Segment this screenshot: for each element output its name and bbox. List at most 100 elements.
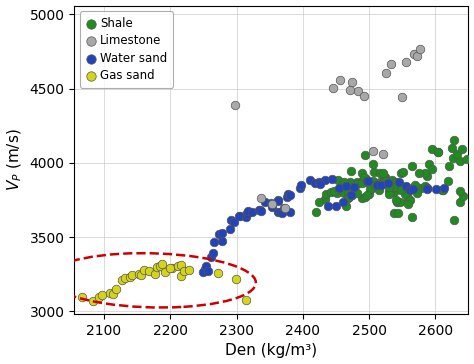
Shale [449, 155, 457, 161]
Gas sand [158, 261, 165, 266]
Shale [345, 194, 353, 200]
Water sand [364, 178, 372, 183]
Limestone [348, 79, 356, 85]
Water sand [245, 208, 252, 214]
Water sand [237, 213, 244, 219]
Shale [425, 161, 432, 167]
Gas sand [177, 273, 184, 279]
Water sand [201, 266, 209, 272]
Shale [368, 185, 376, 191]
Water sand [374, 182, 381, 187]
Shale [406, 197, 413, 203]
Water sand [410, 186, 417, 191]
Water sand [342, 183, 350, 189]
Gas sand [215, 270, 222, 276]
Gas sand [154, 264, 161, 270]
Water sand [395, 179, 402, 185]
Water sand [316, 181, 324, 187]
Shale [450, 217, 458, 223]
Water sand [347, 192, 355, 198]
Shale [315, 199, 323, 205]
Gas sand [106, 290, 114, 296]
Water sand [440, 185, 447, 190]
Water sand [219, 230, 226, 236]
Shale [366, 186, 374, 192]
Gas sand [140, 267, 147, 273]
Shale [376, 182, 384, 188]
Water sand [377, 182, 385, 188]
Water sand [297, 182, 305, 188]
Water sand [248, 210, 256, 215]
Shale [359, 177, 367, 183]
Shale [381, 174, 389, 180]
Water sand [315, 179, 322, 185]
Shale [445, 178, 452, 184]
Shale [347, 168, 355, 174]
Water sand [256, 207, 264, 213]
Limestone [379, 151, 386, 157]
Water sand [216, 231, 223, 237]
Gas sand [151, 271, 158, 277]
Shale [372, 182, 379, 187]
Shale [376, 183, 384, 189]
Shale [348, 192, 356, 198]
Limestone [231, 102, 238, 108]
Water sand [204, 268, 212, 273]
Shale [370, 169, 378, 175]
Shale [365, 191, 373, 197]
Shale [450, 137, 457, 143]
Limestone [257, 195, 265, 201]
Shale [370, 178, 377, 184]
Water sand [199, 269, 206, 274]
Limestone [337, 78, 344, 83]
Shale [358, 195, 365, 201]
Shale [392, 198, 400, 203]
Water sand [286, 192, 293, 198]
Water sand [423, 185, 430, 191]
Water sand [274, 197, 282, 202]
Water sand [261, 199, 269, 205]
Shale [376, 187, 383, 193]
Water sand [332, 203, 340, 209]
Shale [391, 183, 399, 189]
Gas sand [90, 298, 97, 304]
Shale [380, 174, 388, 180]
Shale [340, 179, 347, 185]
Shale [456, 199, 464, 205]
Shale [387, 189, 394, 194]
Shale [345, 190, 352, 196]
Water sand [324, 203, 332, 209]
Gas sand [166, 265, 174, 271]
Water sand [267, 200, 274, 206]
Shale [358, 180, 366, 186]
Shale [362, 152, 369, 158]
Gas sand [242, 297, 250, 302]
Limestone [268, 201, 276, 207]
Limestone [281, 205, 289, 211]
Shale [423, 173, 431, 179]
Shale [421, 170, 429, 176]
Shale [390, 181, 397, 187]
Shale [411, 182, 419, 187]
Water sand [297, 185, 304, 191]
Gas sand [180, 268, 188, 273]
Shale [381, 180, 389, 186]
Shale [344, 195, 352, 201]
Limestone [387, 61, 395, 67]
Water sand [406, 187, 414, 193]
Water sand [242, 214, 249, 219]
Shale [456, 188, 464, 194]
Water sand [230, 219, 237, 225]
Shale [438, 187, 446, 193]
Water sand [281, 205, 288, 210]
Gas sand [137, 272, 145, 278]
Shale [401, 191, 409, 197]
Water sand [287, 209, 294, 215]
Limestone [370, 148, 377, 154]
Limestone [354, 88, 361, 94]
Gas sand [168, 265, 175, 270]
Limestone [416, 46, 423, 51]
Gas sand [127, 274, 134, 280]
Shale [334, 189, 341, 194]
Shale [340, 191, 347, 197]
